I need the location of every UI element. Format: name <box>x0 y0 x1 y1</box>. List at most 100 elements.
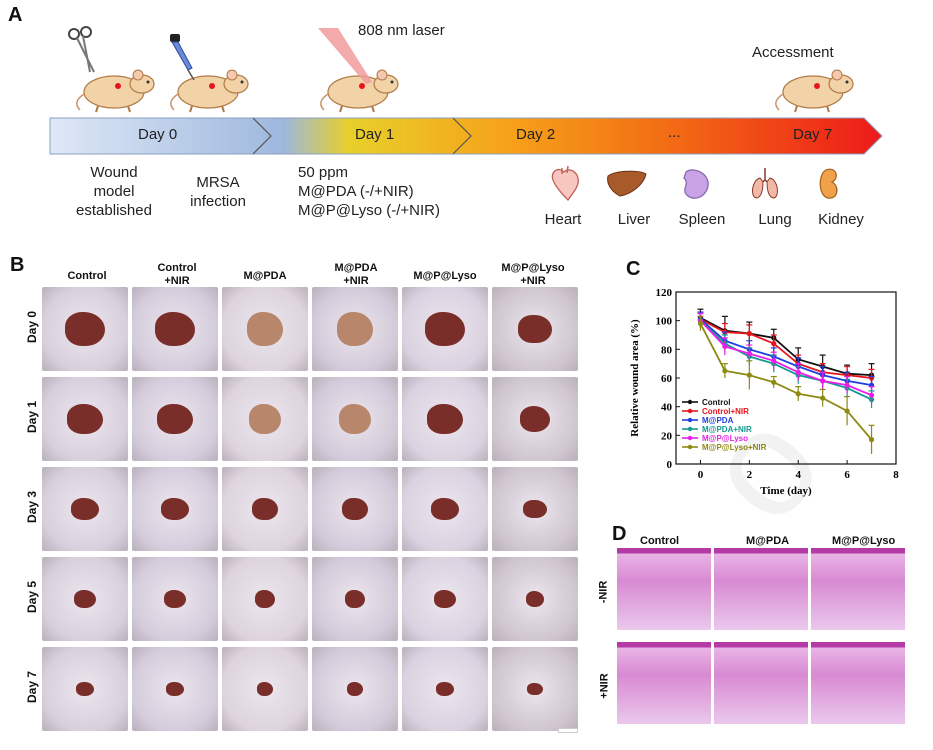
wound-spot <box>74 590 96 608</box>
wound-photo <box>132 557 218 641</box>
legend-label: Control+NIR <box>702 407 749 416</box>
wound-photo <box>222 467 308 551</box>
data-point <box>771 341 777 347</box>
timeline-arrow <box>49 117 883 155</box>
histology-image <box>714 548 808 630</box>
legend-marker <box>687 399 693 405</box>
spleen-icon <box>683 169 709 199</box>
legend-label: M@PDA <box>702 416 734 425</box>
histo-row-minus-nir: -NIR <box>597 580 610 604</box>
legend-marker <box>687 426 693 432</box>
x-axis-label: Time (day) <box>760 485 812 497</box>
wound-photo <box>492 647 578 731</box>
y-tick-label: 0 <box>667 459 673 471</box>
dropper-icon <box>170 34 195 81</box>
wound-spot <box>71 498 99 520</box>
wound-photo <box>492 467 578 551</box>
assessment-label: Accessment <box>752 44 834 61</box>
timeline-day0: Day 0 <box>138 126 178 143</box>
wound-spot <box>338 404 372 434</box>
histo-col-mpda: M@PDA <box>746 535 790 547</box>
x-tick-label: 0 <box>698 469 704 481</box>
panel-label-b: B <box>10 254 25 276</box>
data-point <box>771 358 777 364</box>
wound-spot <box>256 682 274 696</box>
series-line <box>699 320 872 401</box>
wound-spot <box>523 499 547 519</box>
histology-image <box>714 642 808 724</box>
data-point <box>771 379 777 385</box>
treatment-text: 50 ppm M@PDA (-/+NIR) M@P@Lyso (-/+NIR) <box>298 164 440 219</box>
y-tick-label: 40 <box>661 402 673 414</box>
wound-photo <box>312 467 398 551</box>
photo-col-mpda-nir: M@PDA +NIR <box>334 262 378 287</box>
x-tick-label: 6 <box>844 469 850 481</box>
wound-photo <box>312 287 398 371</box>
wound-spot <box>161 498 189 520</box>
wound-spot <box>337 312 373 346</box>
mouse-icon-4 <box>774 69 854 113</box>
wound-photo <box>222 287 308 371</box>
histology-image <box>811 642 905 724</box>
wound-photo <box>132 287 218 371</box>
histology-image <box>617 642 711 724</box>
wound-spot <box>527 683 543 695</box>
y-tick-label: 20 <box>661 430 673 442</box>
wound-photo <box>222 647 308 731</box>
data-point <box>868 437 875 443</box>
organ-label-spleen: Spleen <box>678 211 726 228</box>
series-line <box>700 317 872 377</box>
mrsa-infection-text: MRSA infection <box>190 174 246 210</box>
series-line <box>699 320 872 397</box>
y-axis-label: Relative wound area (%) <box>629 319 641 437</box>
wound-photo <box>312 377 398 461</box>
wound-photo <box>132 647 218 731</box>
photo-col-control: Control <box>67 270 107 282</box>
wound-photo <box>492 557 578 641</box>
data-point <box>795 369 801 375</box>
wound-photo <box>402 467 488 551</box>
series-line <box>700 318 872 379</box>
wound-spot <box>434 590 456 608</box>
legend-label: Control <box>702 398 730 407</box>
data-point <box>844 382 850 388</box>
wound-area-chart: 0 20 40 60 80 100 120 0 2 4 6 8 Time (day) Relative w… <box>629 287 899 497</box>
histology-image <box>617 548 711 630</box>
photo-row-day7: Day 7 <box>25 670 39 704</box>
mouse-icon-3 <box>319 69 399 113</box>
mice-illustrations <box>68 26 854 113</box>
wound-spot <box>166 682 184 696</box>
x-tick-label: 2 <box>747 469 753 481</box>
y-tick-label: 120 <box>656 287 673 299</box>
photo-row-day1: Day 1 <box>25 400 39 434</box>
wound-photo <box>42 377 128 461</box>
timeline-day7: Day 7 <box>793 126 833 143</box>
wound-spot <box>431 498 459 520</box>
organ-label-lung: Lung <box>758 211 792 228</box>
wound-spot <box>157 404 193 434</box>
legend-label: M@PDA+NIR <box>702 425 752 434</box>
photo-col-control-nir: Control +NIR <box>157 262 197 287</box>
wound-photo <box>312 557 398 641</box>
data-point <box>746 330 752 337</box>
wound-model-text: Wound model established <box>76 164 152 219</box>
wound-spot <box>525 591 545 607</box>
wound-spot <box>346 682 364 696</box>
mouse-icon-1 <box>75 69 155 113</box>
histology-image <box>811 548 905 630</box>
data-point <box>844 408 850 414</box>
laser-label: 808 nm laser <box>358 22 445 39</box>
y-tick-label: 100 <box>656 316 673 328</box>
lung-icon <box>752 168 778 199</box>
wound-spot <box>67 404 103 434</box>
wound-photo <box>492 287 578 371</box>
series-line <box>699 318 872 387</box>
series-line <box>699 323 873 441</box>
legend-marker <box>687 408 693 414</box>
wound-spot <box>65 312 105 346</box>
panel-label-c: C <box>626 258 641 280</box>
data-point <box>820 378 826 384</box>
wound-spot <box>248 404 282 434</box>
photo-row-day3: Day 3 <box>25 490 39 524</box>
x-tick-label: 4 <box>795 469 801 481</box>
